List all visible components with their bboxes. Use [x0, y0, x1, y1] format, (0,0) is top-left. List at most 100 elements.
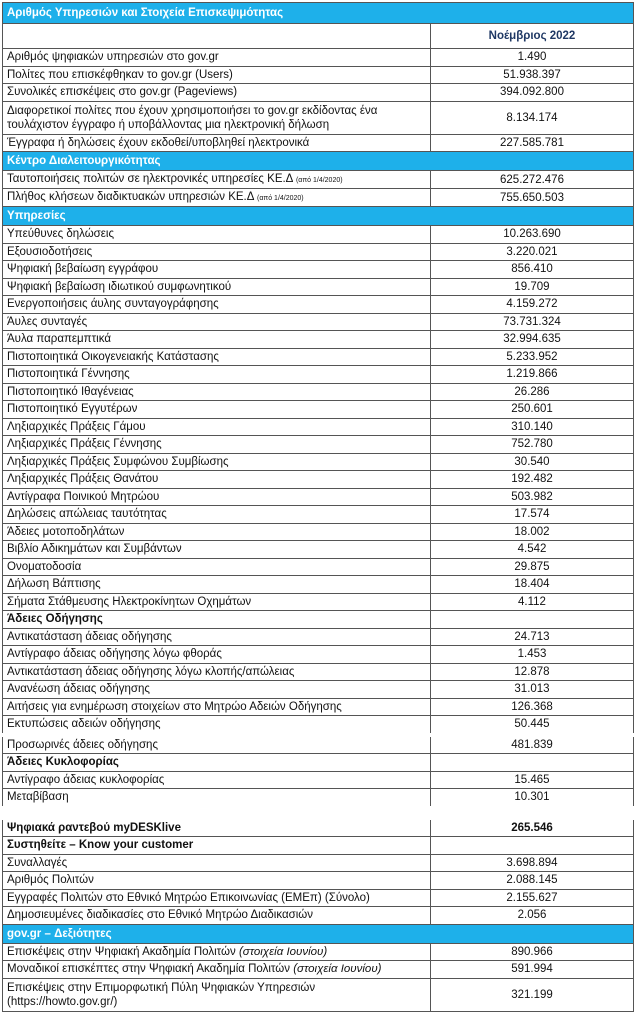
data-row: Έγγραφα ή δηλώσεις έχουν εκδοθεί/υποβληθ…: [2, 133, 634, 152]
label-text: Ενεργοποιήσεις άυλης συνταγογράφησης: [7, 298, 219, 311]
row-label: Βιβλίο Αδικημάτων και Συμβάντων: [2, 540, 431, 559]
label-text: Αντικατάσταση άδειας οδήγησης λόγω κλοπή…: [7, 665, 295, 678]
row-label: Ληξιαρχικές Πράξεις Γάμου: [2, 417, 431, 436]
row-value: 50.445: [430, 715, 634, 735]
row-value: 15.465: [430, 770, 634, 789]
row-label: Πιστοποιητικά Οικογενειακής Κατάστασης: [2, 347, 431, 366]
row-label: Πιστοποιητικά Γέννησης: [2, 365, 431, 384]
label-text: Ονοματοδοσία: [7, 560, 82, 573]
label-text: Αντίγραφα Ποινικού Μητρώου: [7, 490, 160, 503]
label-text: Δήλωση Βάπτισης: [7, 578, 101, 591]
label-text: Ψηφιακά ραντεβού myDESKlive: [7, 821, 181, 834]
column-header: Νοέμβριος 2022: [430, 23, 634, 49]
label-text: Εξουσιοδοτήσεις: [7, 245, 93, 258]
label-note: (στοιχεία Ιουνίου): [293, 963, 382, 976]
row-label: Επισκέψεις στην Ψηφιακή Ακαδημία Πολιτών…: [2, 942, 431, 961]
section-heading: gov.gr – Δεξιότητες: [2, 923, 634, 944]
label-text: Επισκέψεις στην Επιμορφωτική Πύλη Ψηφιακ…: [7, 981, 316, 1008]
stats-table-wrap: Αριθμός Υπηρεσιών και Στοιχεία Επισκεψιμ…: [2, 2, 634, 1012]
row-label: Πλήθος κλήσεων διαδικτυακών υπηρεσιών ΚΕ…: [2, 188, 431, 207]
heading-row: Κέντρο Διαλειτουργικότητας: [2, 151, 634, 171]
row-label: Επισκέψεις στην Επιμορφωτική Πύλη Ψηφιακ…: [2, 977, 431, 1012]
data-row: Αριθμός ψηφιακών υπηρεσιών στο gov.gr 1.4…: [2, 48, 634, 67]
row-label: Αντίγραφο άδειας οδήγησης λόγω φθοράς: [2, 645, 431, 664]
data-row: Εγγραφές Πολιτών στο Εθνικό Μητρώο Επικο…: [2, 888, 634, 907]
label-text: Βιβλίο Αδικημάτων και Συμβάντων: [7, 543, 182, 556]
label-text: Δημοσιευμένες διαδικασίες στο Εθνικό Μητ…: [7, 909, 313, 922]
row-value: 51.938.397: [430, 65, 634, 84]
section-heading: Κέντρο Διαλειτουργικότητας: [2, 151, 634, 171]
label-text: Συνολικές επισκέψεις στο gov.gr (Pagevie…: [7, 86, 238, 99]
row-label: Ανανέωση άδειας οδήγησης: [2, 680, 431, 699]
subsection-heading: Άδειες Οδήγησης: [2, 610, 431, 629]
label-text: Πιστοποιητικό Ιθαγένειας: [7, 385, 134, 398]
empty-cell: [430, 610, 634, 629]
row-label: Ληξιαρχικές Πράξεις Θανάτου: [2, 470, 431, 489]
data-row: Αιτήσεις για ενημέρωση στοιχείων στο Μητ…: [2, 697, 634, 716]
data-row: Εκτυπώσεις αδειών οδήγησης 50.445: [2, 715, 634, 735]
row-value: 481.839: [430, 732, 634, 754]
row-value: 73.731.324: [430, 312, 634, 331]
row-label: Δηλώσεις απώλειας ταυτότητας: [2, 505, 431, 524]
data-row: Ληξιαρχικές Πράξεις Συμφώνου Συμβίωσης 30…: [2, 452, 634, 471]
label-text: Αριθμός ψηφιακών υπηρεσιών στο gov.gr: [7, 51, 219, 64]
label-text: Αιτήσεις για ενημέρωση στοιχείων στο Μητ…: [7, 700, 342, 713]
label-text: Μεταβίβαση: [7, 791, 69, 804]
row-label: Άδειες μοτοποδηλάτων: [2, 522, 431, 541]
data-row: Ταυτοποιήσεις πολιτών σε ηλεκτρονικές υπ…: [2, 170, 634, 189]
row-label: Ονοματοδοσία: [2, 557, 431, 576]
row-label: Συνολικές επισκέψεις στο gov.gr (Pagevie…: [2, 83, 431, 102]
data-row: Διαφορετικοί πολίτες που έχουν χρησιμοπο…: [2, 100, 634, 135]
row-value: 3.220.021: [430, 242, 634, 261]
row-value: 192.482: [430, 470, 634, 489]
row-label: Ψηφιακή βεβαίωση εγγράφου: [2, 260, 431, 279]
row-value: 890.966: [430, 942, 634, 961]
title-row: Αριθμός Υπηρεσιών και Στοιχεία Επισκεψιμ…: [2, 2, 634, 24]
row-label: Δήλωση Βάπτισης: [2, 575, 431, 594]
data-row: Ενεργοποιήσεις άυλης συνταγογράφησης 4.15…: [2, 295, 634, 314]
row-label: Ληξιαρχικές Πράξεις Συμφώνου Συμβίωσης: [2, 452, 431, 471]
row-value: 321.199: [430, 977, 634, 1012]
row-label: Πιστοποιητικό Εγγυτέρων: [2, 400, 431, 419]
label-text: Άδειες μοτοποδηλάτων: [7, 525, 125, 538]
data-row: Άυλα παραπεμπτικά 32.994.635: [2, 330, 634, 349]
data-row: Δημοσιευμένες διαδικασίες στο Εθνικό Μητ…: [2, 906, 634, 925]
row-label: Πιστοποιητικό Ιθαγένειας: [2, 382, 431, 401]
label-text: Εκτυπώσεις αδειών οδήγησης: [7, 718, 161, 731]
label-text: Εγγραφές Πολιτών στο Εθνικό Μητρώο Επικο…: [7, 891, 370, 904]
data-row: Πιστοποιητικό Ιθαγένειας 26.286: [2, 382, 634, 401]
row-label: Μεταβίβαση: [2, 788, 431, 813]
row-value: 310.140: [430, 417, 634, 436]
row-label: Αριθμός ψηφιακών υπηρεσιών στο gov.gr: [2, 48, 431, 67]
row-value: 591.994: [430, 960, 634, 979]
heading-row: Συστηθείτε – Know your customer: [2, 836, 634, 855]
data-row: Πιστοποιητικό Εγγυτέρων 250.601: [2, 400, 634, 419]
label-text: Αντίγραφο άδειας οδήγησης λόγω φθοράς: [7, 648, 222, 661]
data-row: Προσωρινές άδειες οδήγησης 481.839: [2, 732, 634, 754]
row-value: 3.698.894: [430, 853, 634, 872]
row-label: Προσωρινές άδειες οδήγησης: [2, 732, 431, 754]
row-value: 856.410: [430, 260, 634, 279]
row-value: 31.013: [430, 680, 634, 699]
data-row: Πλήθος κλήσεων διαδικτυακών υπηρεσιών ΚΕ…: [2, 188, 634, 207]
row-value: 30.540: [430, 452, 634, 471]
data-row: Αριθμός Πολιτών 2.088.145: [2, 871, 634, 890]
label-text: Έγγραφα ή δηλώσεις έχουν εκδοθεί/υποβληθ…: [7, 136, 310, 149]
row-label: Ληξιαρχικές Πράξεις Γέννησης: [2, 435, 431, 454]
heading-row: Άδειες Οδήγησης: [2, 610, 634, 629]
data-row: Ληξιαρχικές Πράξεις Γέννησης 752.780: [2, 435, 634, 454]
label-text: Ληξιαρχικές Πράξεις Συμφώνου Συμβίωσης: [7, 455, 229, 468]
row-label: Εγγραφές Πολιτών στο Εθνικό Μητρώο Επικο…: [2, 888, 431, 907]
row-label: Μοναδικοί επισκέπτες στην Ψηφιακή Ακαδημ…: [2, 960, 431, 979]
row-label: Αιτήσεις για ενημέρωση στοιχείων στο Μητ…: [2, 697, 431, 716]
label-text: Άυλα παραπεμπτικά: [7, 333, 111, 346]
label-text: Άυλες συνταγές: [7, 315, 88, 328]
data-row: Επισκέψεις στην Επιμορφωτική Πύλη Ψηφιακ…: [2, 977, 634, 1012]
data-row: Πιστοποιητικά Οικογενειακής Κατάστασης 5.…: [2, 347, 634, 366]
data-row: Συνολικές επισκέψεις στο gov.gr (Pagevie…: [2, 83, 634, 102]
row-value: 1.490: [430, 48, 634, 67]
row-label: Αριθμός Πολιτών: [2, 871, 431, 890]
row-value: 1.453: [430, 645, 634, 664]
data-row: Αντίγραφα Ποινικού Μητρώου 503.982: [2, 487, 634, 506]
